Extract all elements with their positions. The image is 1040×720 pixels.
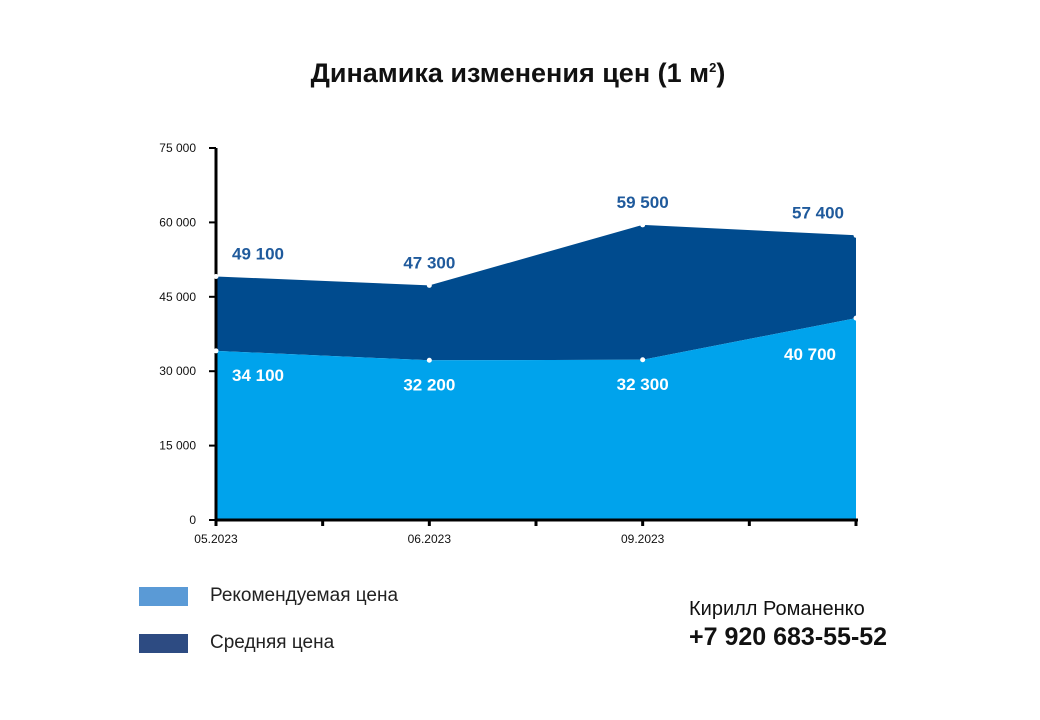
point-marker-average (213, 273, 219, 279)
contact-block: Кирилл Романенко +7 920 683-55-52 (689, 598, 887, 652)
data-label-recommended: 34 100 (232, 366, 284, 385)
point-marker-average (426, 282, 432, 288)
chart-title: Динамика изменения цен (1 м2) (0, 58, 1036, 89)
data-label-average: 57 400 (792, 203, 844, 222)
chart-title-end: ) (716, 58, 726, 88)
y-tick-label: 30 000 (159, 364, 196, 378)
chart-axes: 0 15 000 30 000 45 000 60 000 75 000 05.2023 06… (159, 141, 858, 546)
chart-areas (216, 224, 856, 520)
legend-swatch-average (139, 634, 188, 653)
x-tick-label: 09.2023 (621, 532, 665, 546)
y-tick-label: 0 (189, 513, 196, 527)
data-label-recommended: 40 700 (784, 345, 836, 364)
contact-name: Кирилл Романенко (689, 598, 865, 620)
point-marker-recommended (213, 348, 219, 354)
chart-labels: 49 100 47 300 59 500 57 400 34 100 32 200 32 3… (232, 193, 844, 394)
y-tick-label: 45 000 (159, 290, 196, 304)
y-tick-label: 15 000 (159, 439, 196, 453)
data-label-average: 59 500 (617, 193, 669, 212)
chart-title-text: Динамика изменения цен (1 м (310, 58, 710, 88)
area-series-recommended (216, 318, 856, 520)
y-tick-label: 60 000 (159, 215, 196, 229)
x-tick-label: 05.2023 (194, 532, 238, 546)
data-label-average: 47 300 (403, 253, 455, 272)
point-marker-recommended (640, 357, 646, 363)
chart-title-superscript: 2 (709, 60, 717, 75)
area-series-average (216, 224, 856, 361)
point-marker-recommended (426, 357, 432, 363)
y-tick-label: 75 000 (159, 141, 196, 155)
data-label-recommended: 32 200 (403, 375, 455, 394)
point-marker-recommended (853, 315, 859, 321)
point-marker-average (853, 232, 859, 238)
x-tick-label: 06.2023 (408, 532, 452, 546)
legend-swatch-recommended (139, 587, 188, 606)
point-marker-average (640, 222, 646, 228)
data-label-recommended: 32 300 (617, 375, 669, 394)
chart-markers (213, 222, 859, 363)
legend-label-average: Средняя цена (210, 632, 335, 653)
contact-phone: +7 920 683-55-52 (689, 623, 888, 651)
data-label-average: 49 100 (232, 244, 284, 263)
legend-label-recommended: Рекомендуемая цена (210, 585, 399, 606)
